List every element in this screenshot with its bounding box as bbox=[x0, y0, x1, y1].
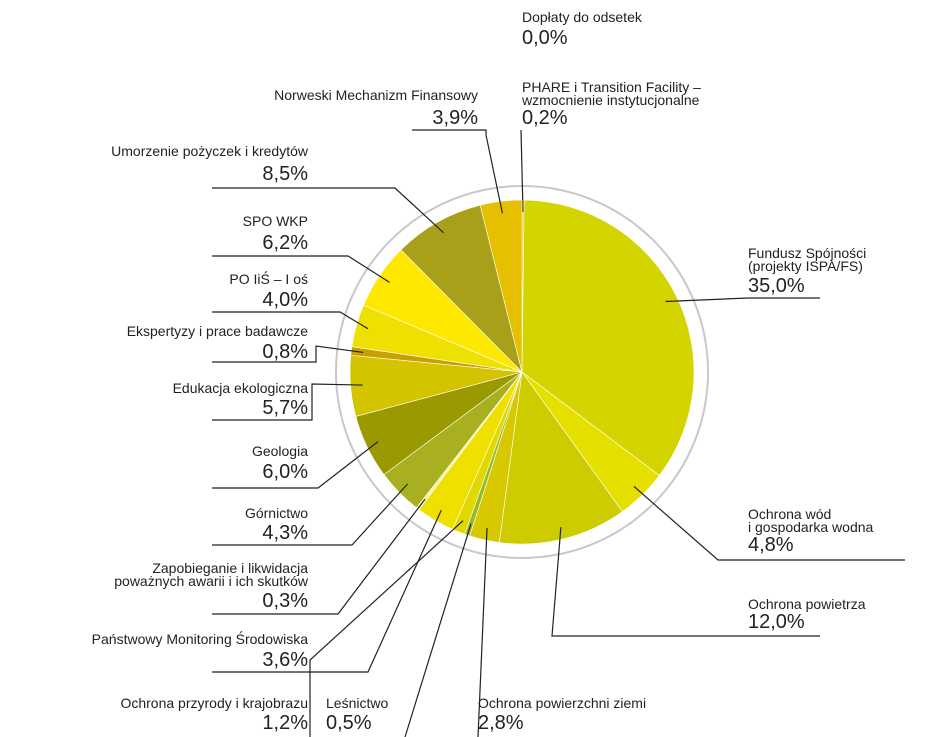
value-label: 8,5% bbox=[262, 163, 308, 185]
label-line: (projekty ISPA/FS) bbox=[748, 258, 863, 274]
value-label: 0,2% bbox=[522, 107, 568, 129]
slice-label: PHARE i Transition Facility – wzmocnienie… bbox=[521, 79, 701, 108]
leader-line bbox=[309, 520, 464, 737]
value-label: 4,8% bbox=[748, 534, 794, 556]
label-line: Zapobieganie i likwidacja bbox=[152, 560, 308, 576]
value-label: 4,3% bbox=[262, 522, 308, 544]
slice-label: Leśnictwo bbox=[326, 695, 388, 711]
label-line: Fundusz Spójności bbox=[748, 245, 866, 261]
leader-line bbox=[477, 528, 488, 737]
label-line: PHARE i Transition Facility – bbox=[522, 79, 701, 95]
label-line: i gospodarka wodna bbox=[748, 519, 874, 535]
value-label: 12,0% bbox=[748, 611, 805, 633]
pie-slice bbox=[521, 199, 695, 476]
slice-label: Zapobieganie i likwidacja poważnych awari… bbox=[114, 560, 309, 589]
value-label: 0,3% bbox=[262, 590, 308, 612]
value-label: 5,7% bbox=[262, 397, 308, 419]
slice-label: Ochrona powietrza bbox=[748, 596, 866, 612]
value-label: 0,5% bbox=[326, 712, 372, 734]
slice-label: Norweski Mechanizm Finansowy bbox=[274, 87, 478, 103]
value-label: 0,0% bbox=[522, 27, 568, 49]
slice-label: Górnictwo bbox=[245, 505, 308, 521]
label-line: poważnych awarii i ich skutków bbox=[114, 573, 309, 589]
value-label: 4,0% bbox=[262, 289, 308, 311]
value-label: 2,8% bbox=[478, 712, 524, 734]
slice-label: SPO WKP bbox=[243, 213, 308, 229]
leader-line bbox=[212, 441, 379, 489]
value-label: 1,2% bbox=[262, 712, 308, 734]
pie-slice bbox=[479, 199, 523, 373]
slice-label: Dopłaty do odsetek bbox=[522, 9, 643, 25]
label-line: wzmocnienie instytucjonalne bbox=[521, 92, 700, 108]
slice-label: Ekspertyzy i prace badawcze bbox=[127, 323, 309, 339]
slice-label: Ochrona powierzchni ziemi bbox=[478, 695, 646, 711]
value-label: 35,0% bbox=[748, 275, 805, 297]
leader-line bbox=[212, 509, 442, 673]
slice-label: Umorzenie pożyczek i kredytów bbox=[111, 143, 309, 159]
pie-slice bbox=[400, 204, 523, 373]
label-line: Ochrona wód bbox=[748, 506, 831, 522]
leader-line bbox=[665, 297, 820, 303]
slice-label: Edukacja ekologiczna bbox=[173, 380, 309, 396]
slice-label: Geologia bbox=[252, 443, 308, 459]
value-label: 0,8% bbox=[262, 341, 308, 363]
leader-line bbox=[212, 383, 363, 421]
value-label: 3,9% bbox=[432, 107, 478, 129]
value-label: 3,6% bbox=[262, 649, 308, 671]
leader-line bbox=[551, 527, 820, 637]
leader-line bbox=[212, 187, 444, 234]
slice-label: Państwowy Monitoring Środowiska bbox=[92, 630, 309, 647]
leader-line bbox=[404, 523, 472, 737]
leader-line bbox=[212, 498, 426, 615]
leader-line bbox=[633, 485, 905, 561]
slice-label: Ochrona wód i gospodarka wodna bbox=[748, 506, 874, 535]
leader-line bbox=[212, 311, 369, 330]
leader-line bbox=[412, 129, 503, 214]
leader-line bbox=[212, 345, 364, 363]
value-label: 6,2% bbox=[262, 232, 308, 254]
leader-line bbox=[520, 129, 524, 213]
slice-label: Ochrona przyrody i krajobrazu bbox=[120, 695, 308, 711]
leader-line bbox=[212, 483, 409, 546]
value-label: 6,0% bbox=[262, 461, 308, 483]
pie-slice bbox=[498, 371, 623, 545]
slice-label: Fundusz Spójności (projekty ISPA/FS) bbox=[748, 245, 866, 274]
slice-label: PO IiŚ – I oś bbox=[229, 270, 308, 287]
leader-line bbox=[212, 255, 390, 283]
